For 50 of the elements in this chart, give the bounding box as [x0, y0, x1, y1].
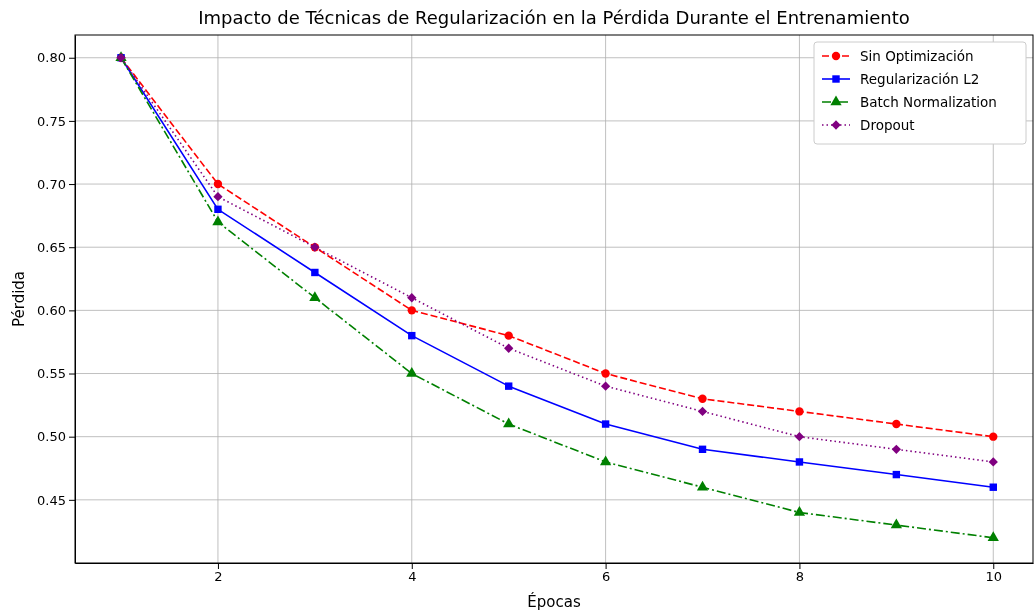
point [214, 205, 222, 214]
legend-label: Sin Optimización [860, 48, 974, 64]
point [988, 457, 998, 467]
point [407, 306, 416, 315]
point [504, 382, 513, 390]
point [600, 381, 611, 391]
point [503, 417, 515, 428]
point [599, 455, 612, 466]
x-tick-label: 6 [601, 569, 611, 585]
point [892, 419, 901, 429]
y-tick-label: 0.80 [37, 50, 66, 66]
x-tick-label: 8 [795, 569, 805, 585]
y-tick-label: 0.65 [37, 239, 66, 255]
point [309, 291, 321, 301]
point [696, 480, 709, 491]
legend-label: Batch Normalization [860, 94, 997, 110]
point [504, 343, 514, 353]
chart-title: Impacto de Técnicas de Regularización en la Pérdida Durante el Entrenamiento [198, 7, 910, 28]
point [697, 406, 708, 417]
y-tick-label: 0.50 [37, 429, 66, 445]
y-tick-label: 0.75 [37, 113, 66, 129]
point [213, 192, 223, 202]
x-tick-label: 2 [214, 569, 223, 585]
point [793, 505, 806, 516]
point [504, 331, 513, 340]
y-tick-label: 0.60 [37, 303, 66, 319]
y-tick-label: 0.45 [37, 492, 66, 508]
point [989, 432, 998, 441]
legend-label: Regularización L2 [860, 71, 980, 87]
point [407, 293, 417, 303]
point [891, 444, 901, 454]
point [698, 394, 707, 403]
point [795, 458, 804, 466]
point [601, 420, 610, 428]
point [406, 367, 418, 377]
y-axis-title: Pérdida [10, 270, 28, 328]
x-tick-label: 4 [408, 569, 417, 585]
x-tick-label: 10 [985, 569, 1003, 585]
x-axis-title: Épocas [527, 592, 581, 611]
point [601, 369, 610, 378]
point [212, 215, 224, 226]
point [794, 432, 805, 442]
y-tick-label: 0.70 [37, 176, 66, 192]
point [987, 531, 999, 541]
point [311, 268, 319, 277]
y-tick-label: 0.55 [37, 366, 66, 382]
point [795, 407, 804, 416]
point [213, 179, 223, 189]
point [890, 518, 902, 529]
legend-label: Dropout [860, 117, 915, 133]
